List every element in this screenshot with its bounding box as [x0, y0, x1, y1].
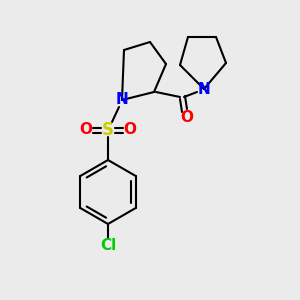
- Text: N: N: [198, 82, 210, 97]
- Text: O: O: [181, 110, 194, 124]
- Text: O: O: [80, 122, 92, 137]
- Text: O: O: [124, 122, 136, 137]
- Text: Cl: Cl: [100, 238, 116, 253]
- Text: N: N: [116, 92, 128, 107]
- Text: S: S: [102, 121, 114, 139]
